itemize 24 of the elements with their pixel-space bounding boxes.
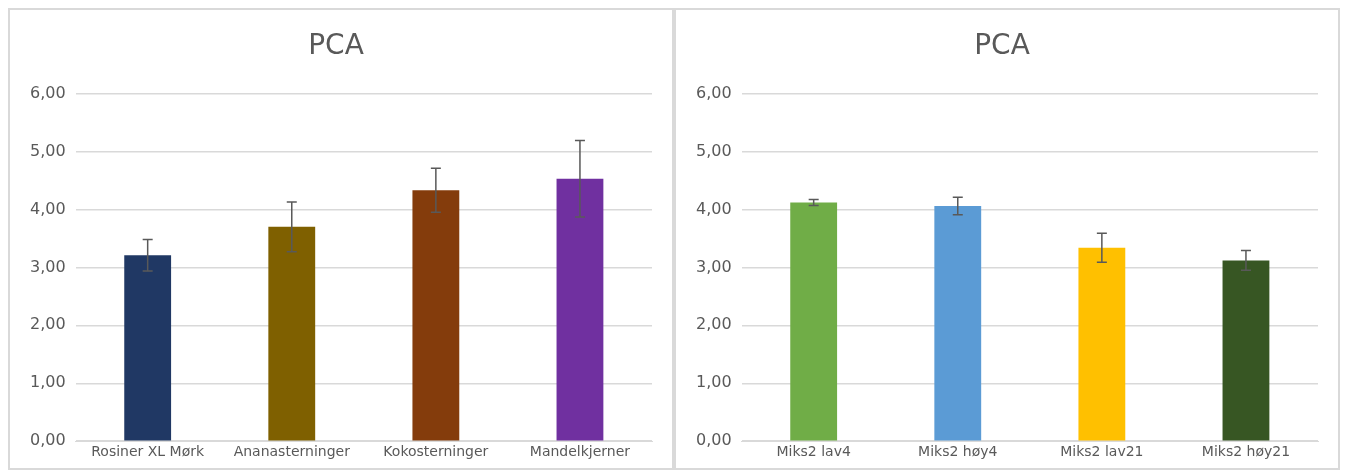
x-tick-label: Miks2 høy4: [918, 443, 998, 460]
y-tick-label: 6,00: [696, 82, 732, 102]
x-tick-label: Miks2 lav21: [1060, 443, 1144, 460]
y-tick-label: 4,00: [30, 198, 66, 218]
x-tick-label: Kokosterninger: [383, 443, 489, 460]
chart-title: PCA: [308, 28, 364, 62]
y-tick-label: 2,00: [30, 314, 66, 334]
y-tick-label: 2,00: [696, 314, 732, 334]
y-tick-label: 0,00: [30, 430, 66, 450]
y-tick-label: 1,00: [30, 372, 66, 392]
chart-title: PCA: [974, 28, 1030, 62]
x-tick-label: Miks2 høy21: [1201, 443, 1291, 460]
y-tick-label: 3,00: [30, 256, 66, 276]
x-tick-label: Mandelkjerner: [529, 443, 631, 460]
y-tick-label: 6,00: [30, 82, 66, 102]
y-tick-label: 1,00: [696, 372, 732, 392]
y-tick-label: 3,00: [696, 256, 732, 276]
y-tick-label: 0,00: [696, 430, 732, 450]
y-tick-label: 5,00: [30, 140, 66, 160]
x-tick-label: Miks2 lav4: [776, 443, 851, 460]
y-tick-label: 4,00: [696, 198, 732, 218]
x-tick-label: Ananasterninger: [233, 443, 351, 460]
x-tick-label: Rosiner XL Mørk: [91, 443, 206, 460]
y-tick-label: 5,00: [696, 140, 732, 160]
